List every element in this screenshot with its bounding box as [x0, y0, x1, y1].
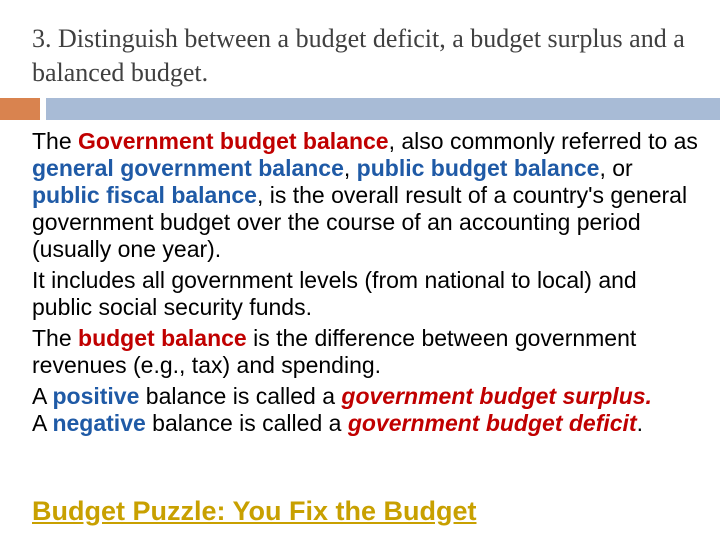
text-run: .: [636, 410, 643, 436]
slide-body: The Government budget balance, also comm…: [32, 128, 702, 441]
text-run: , or: [599, 155, 633, 181]
text-run: is the difference between government rev…: [32, 325, 637, 378]
term-public-budget-balance: public budget balance: [356, 155, 600, 181]
term-negative: negative: [52, 410, 146, 436]
term-budget-surplus: government budget surplus.: [341, 383, 652, 409]
text-run: The: [32, 325, 79, 351]
budget-puzzle-link[interactable]: Budget Puzzle: You Fix the Budget: [32, 496, 477, 526]
text-run: , is the overall result of a country's g…: [32, 182, 688, 262]
term-positive: positive: [52, 383, 140, 409]
text-run: A: [32, 383, 696, 436]
text-run: A: [32, 383, 53, 409]
term-general-government-balance: general government balance: [32, 155, 344, 181]
text-run: balance is called a: [145, 410, 348, 436]
paragraph-surplus-deficit: A positive balance is called a governmen…: [32, 383, 702, 437]
term-budget-balance: budget balance: [78, 325, 247, 351]
paragraph-scope: It includes all government levels (from …: [32, 267, 637, 320]
text-run: ,: [343, 155, 357, 181]
text-run: , also commonly referred to as: [388, 128, 698, 154]
paragraph-definition: The Government budget balance, also comm…: [32, 128, 702, 263]
paragraph-budget-balance: The budget balance is the difference bet…: [32, 325, 702, 379]
accent-bar-blue: [46, 98, 720, 120]
accent-bar-orange: [0, 98, 40, 120]
slide-title: 3. Distinguish between a budget deficit,…: [32, 24, 685, 87]
term-public-fiscal-balance: public fiscal balance: [32, 182, 257, 208]
text-run: balance is called a: [139, 383, 342, 409]
term-government-budget-balance: Government budget balance: [78, 128, 389, 154]
term-budget-deficit: government budget deficit: [347, 410, 637, 436]
text-run: The: [32, 128, 79, 154]
